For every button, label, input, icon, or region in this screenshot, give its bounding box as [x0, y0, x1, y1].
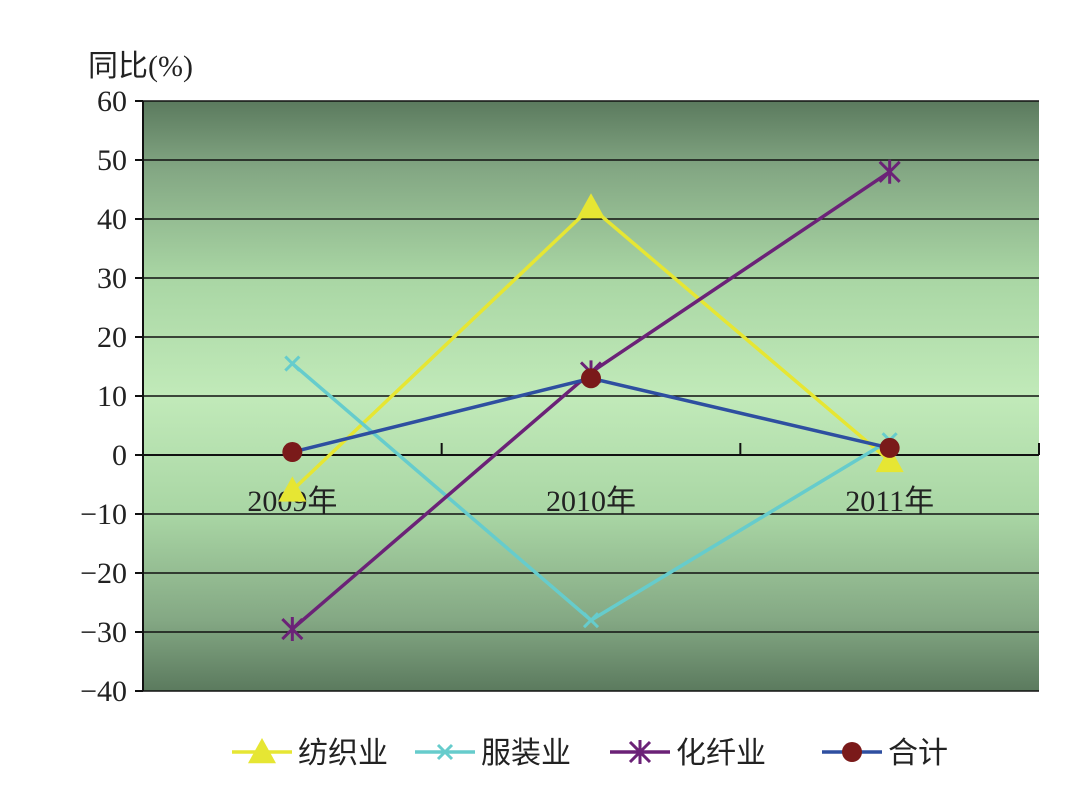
marker-shape [248, 738, 276, 764]
y-tick-label: −30 [80, 616, 127, 649]
y-tick-label: −20 [80, 557, 127, 590]
legend-item: 服装业 [415, 736, 571, 771]
marker-shape [878, 159, 901, 184]
marker-shape [282, 442, 303, 463]
y-tick-label: −10 [80, 498, 127, 531]
data-point [582, 612, 600, 629]
legend: 纺织业 服装业 化纤业 合计 [232, 736, 948, 771]
x-tick-label: 2011年 [845, 485, 934, 518]
legend-label: 化纤业 [676, 736, 766, 771]
data-point [878, 159, 901, 184]
y-tick-label: 50 [97, 144, 127, 177]
data-point [281, 617, 304, 642]
data-point [581, 368, 601, 389]
y-tick-label: 60 [97, 85, 127, 118]
marker-shape [278, 476, 307, 502]
y-tick-label: 10 [97, 380, 127, 413]
marker-shape [842, 742, 862, 762]
data-point [577, 193, 605, 219]
legend-item: 合计 [822, 736, 948, 771]
data-point [284, 355, 301, 372]
data-point [875, 446, 904, 473]
data-point [282, 442, 303, 463]
legend-marker [248, 738, 276, 764]
legend-label: 合计 [888, 736, 948, 771]
series-layer [278, 159, 904, 642]
y-axis-title: 同比(%) [88, 50, 193, 83]
y-tick-label: 20 [97, 321, 127, 354]
y-tick-label: 30 [97, 262, 127, 295]
x-tick-label: 2010年 [546, 485, 636, 518]
marker-shape [281, 617, 304, 642]
marker-shape [581, 368, 601, 389]
marker-shape [879, 437, 900, 458]
y-tick-label: 40 [97, 203, 127, 236]
marker-shape [284, 355, 301, 372]
legend-item: 化纤业 [610, 736, 766, 771]
gridlines [143, 100, 1039, 692]
legend-marker [842, 742, 862, 762]
legend-marker [436, 743, 454, 761]
legend-label: 纺织业 [298, 736, 388, 771]
legend-item: 纺织业 [232, 736, 388, 771]
marker-shape [577, 193, 605, 219]
legend-marker [628, 740, 652, 764]
legend-label: 服装业 [481, 736, 571, 771]
y-tick-label: −40 [80, 675, 127, 708]
marker-shape [582, 612, 600, 629]
y-tick-label: 0 [112, 439, 127, 472]
data-point [879, 437, 900, 458]
marker-shape [628, 740, 652, 764]
marker-shape [875, 446, 904, 473]
y-axis: 60 50 40 30 20 10 0 −10 −20 −30 −40 [80, 85, 144, 708]
marker-shape [436, 743, 454, 761]
data-point [278, 476, 307, 502]
